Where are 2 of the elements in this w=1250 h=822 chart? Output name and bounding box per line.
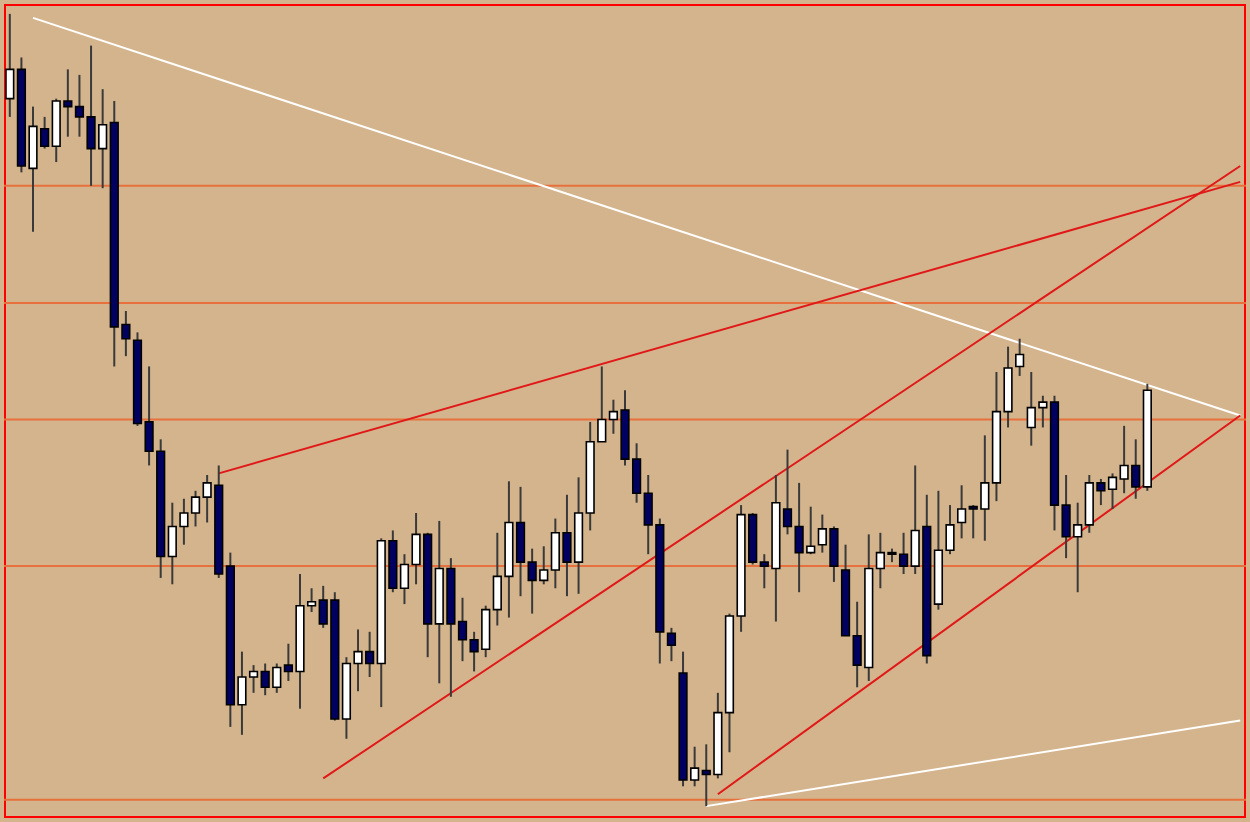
candlestick bbox=[1015, 337, 1025, 377]
candlestick bbox=[666, 626, 677, 663]
